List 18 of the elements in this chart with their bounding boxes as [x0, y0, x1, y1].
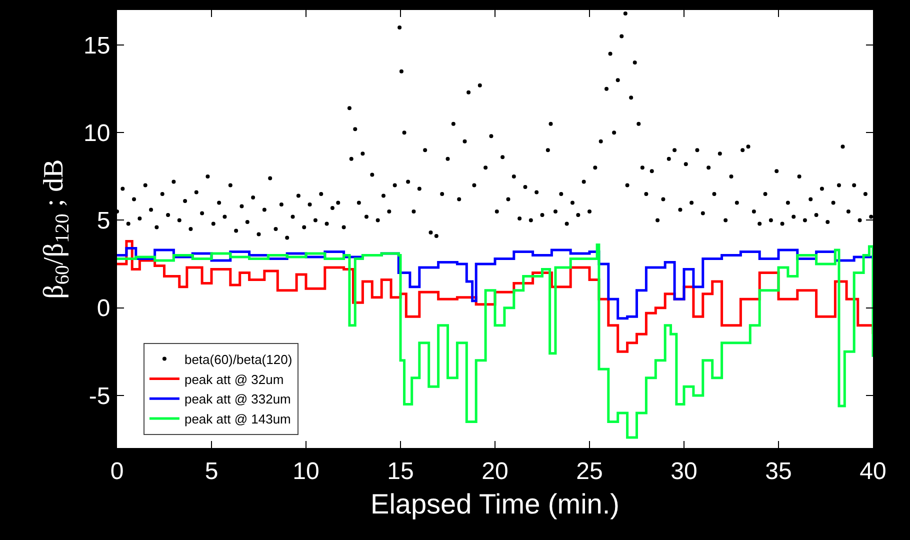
x-tick-label: 35	[765, 458, 792, 485]
x-axis-title: Elapsed Time (min.)	[370, 488, 620, 520]
y-tick-label: 10	[83, 120, 110, 148]
x-tick-label: 10	[292, 458, 320, 485]
legend-label: beta(60)/beta(120)	[184, 352, 292, 367]
x-tick-label: 40	[860, 458, 886, 485]
x-tick-label: 20	[482, 458, 508, 485]
x-tick-label: 15	[387, 458, 414, 485]
legend-label: peak att @ 32um	[184, 372, 284, 387]
legend-label: peak att @ 332um	[184, 392, 291, 407]
y-tick-label: -5	[88, 382, 110, 410]
y-tick-label: 0	[96, 295, 110, 322]
x-tick-label: 25	[576, 458, 603, 485]
legend-label: peak att @ 143um	[184, 412, 291, 427]
y-tick-label: 5	[96, 208, 110, 235]
x-tick-label: 5	[204, 458, 218, 485]
y-tick-label: 15	[83, 32, 110, 60]
x-tick-label: 30	[670, 458, 698, 485]
